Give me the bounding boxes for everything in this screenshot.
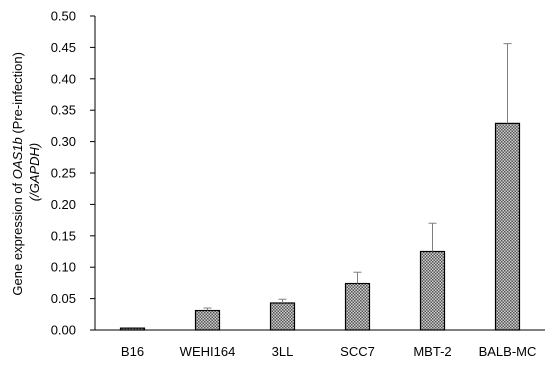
y-tick-label: 0.50 bbox=[51, 9, 76, 24]
y-axis: 0.00 0.05 0.10 0.15 0.20 0.25 0.30 0.35 0.40 0.45… bbox=[51, 9, 96, 338]
y-tick-label: 0.15 bbox=[51, 228, 76, 243]
y-tick-label: 0.30 bbox=[51, 134, 76, 149]
y-tick-label: 0.45 bbox=[51, 40, 76, 55]
y-tick-label: 0.10 bbox=[51, 260, 76, 275]
x-tick-label: B16 bbox=[121, 344, 144, 359]
bars bbox=[119, 122, 521, 331]
x-tick-label: SCC7 bbox=[340, 344, 375, 359]
y-tick-label: 0.05 bbox=[51, 291, 76, 306]
y-tick-label: 0.25 bbox=[51, 166, 76, 181]
y-axis-title-line2: (/GAPDH) bbox=[27, 143, 42, 202]
bar-balb-mc bbox=[494, 122, 521, 331]
y-tick-label: 0.35 bbox=[51, 103, 76, 118]
bar-wehi164 bbox=[194, 309, 221, 331]
x-tick-label: BALB-MC bbox=[479, 344, 537, 359]
y-tick-label: 0.00 bbox=[51, 323, 76, 338]
bar-mbt-2 bbox=[419, 250, 446, 331]
error-bars bbox=[128, 43, 512, 329]
y-tick-label: 0.40 bbox=[51, 71, 76, 86]
y-axis-title-line1: Gene expression of OAS1b (Pre-infection) bbox=[10, 52, 25, 296]
y-axis-title: Gene expression of OAS1b (Pre-infection)… bbox=[10, 48, 42, 295]
x-tick-label: WEHI164 bbox=[180, 344, 236, 359]
x-tick-labels: B16 WEHI164 3LL SCC7 MBT-2 BALB-MC bbox=[121, 344, 536, 359]
bar-b16 bbox=[119, 327, 146, 331]
x-tick-label: MBT-2 bbox=[413, 344, 451, 359]
bar-3ll bbox=[269, 302, 296, 331]
y-tick-label: 0.20 bbox=[51, 197, 76, 212]
bar-scc7 bbox=[344, 282, 371, 331]
x-tick-label: 3LL bbox=[272, 344, 294, 359]
